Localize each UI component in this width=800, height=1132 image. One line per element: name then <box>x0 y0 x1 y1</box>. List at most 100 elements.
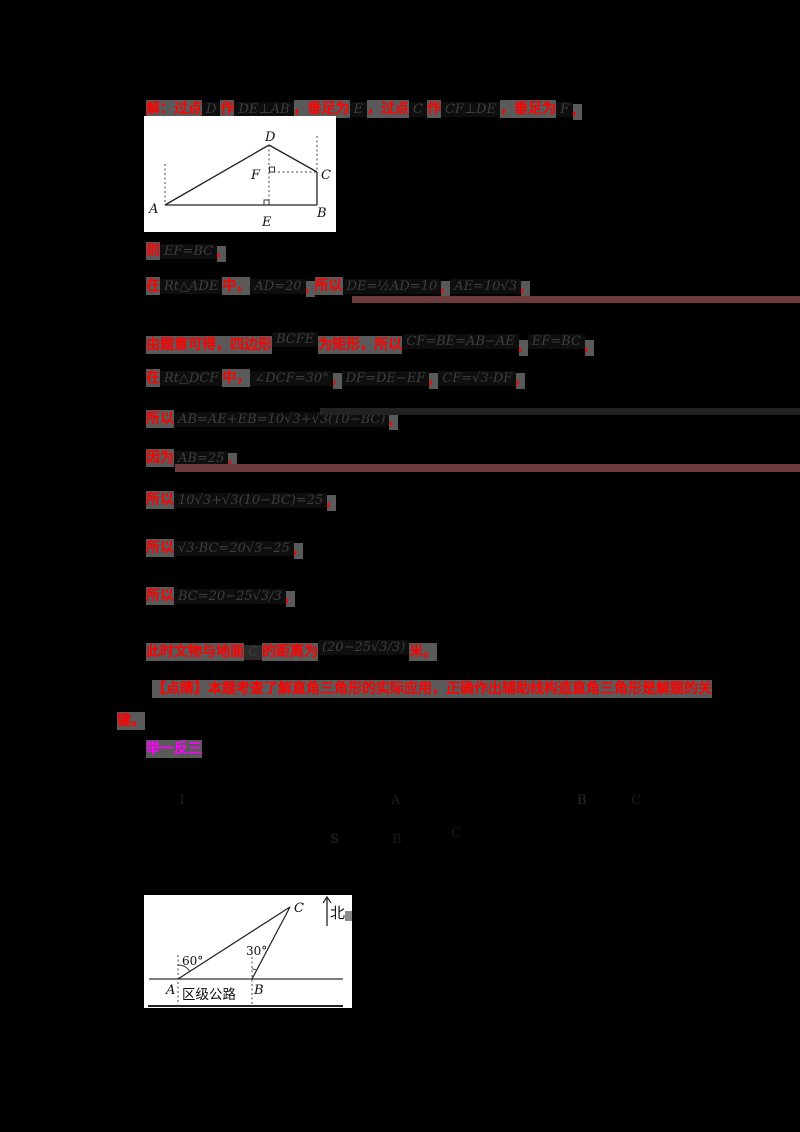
math-formula: AD=20 <box>250 279 306 294</box>
punctuation: ， <box>584 340 594 356</box>
math-formula: AE=10√3 <box>450 279 522 294</box>
red-text: ，垂足为 <box>500 100 557 118</box>
segment-ad <box>164 144 270 206</box>
red-text: ，过点 <box>367 100 410 118</box>
label-b: B <box>253 983 264 998</box>
math-formula: √3·BC=20√3−25 <box>174 541 294 556</box>
red-text: 所以 <box>146 491 174 509</box>
trapezoid-diagram-svg: D F C A E B <box>148 130 331 230</box>
angle-label-30: 30° <box>246 944 267 958</box>
figure-road-triangle-diagram: 北 60° 30° C A B 区级公路 <box>144 895 352 1008</box>
right-angle-mark-f <box>269 166 275 173</box>
punctuation: ， <box>429 373 439 389</box>
shade-bar <box>320 408 800 415</box>
section-label-magenta: 举一反三 <box>146 740 202 758</box>
red-text: 所以 <box>146 410 174 428</box>
math-formula: DF=DE−EF <box>341 371 430 386</box>
label-c: C <box>294 901 304 916</box>
label-f: F <box>250 168 261 183</box>
red-text: 中， <box>222 369 251 387</box>
comment-line-continued: 键。 <box>117 710 145 732</box>
angle-arc-b <box>251 968 257 971</box>
math-formula: 10√3+√3(10−BC)=25 <box>174 493 328 508</box>
highlight-bar <box>175 464 800 472</box>
math-formula: BCFE <box>272 332 319 347</box>
math-formula: C <box>244 645 262 660</box>
red-text: 此时文物与地面 <box>146 643 244 661</box>
road-label: 区级公路 <box>182 987 236 1003</box>
right-angle-mark-e <box>263 199 270 206</box>
segment-bc <box>251 906 291 980</box>
faint-mark: S <box>330 832 339 847</box>
red-text: 的距离为 <box>261 643 318 661</box>
solution-line-2: 则EF=BC， <box>146 240 227 262</box>
math-formula: AB=AE+EB=10√3+√3(10−BC) <box>174 412 390 427</box>
punctuation: ， <box>521 281 531 297</box>
math-formula: D <box>202 102 221 117</box>
math-formula: BC=20−25√3/3 <box>174 589 286 604</box>
punctuation: ， <box>228 453 238 469</box>
punctuation: ， <box>285 591 295 607</box>
math-formula: F <box>556 102 574 117</box>
red-text: 所以 <box>146 539 174 557</box>
solution-line-9: 所以√3·BC=20√3−25， <box>146 537 303 559</box>
red-text: 则 <box>146 242 160 260</box>
label-a: A <box>165 983 175 998</box>
red-text: 作 <box>426 100 441 118</box>
red-text: 作 <box>220 100 235 118</box>
math-formula: ∠DCF=30° <box>250 371 333 386</box>
comment-line: 【点睛】本题考查了解直角三角形的实际应用，正确作出辅助线构造直角三角形是解题的关 <box>152 678 712 700</box>
math-formula: C <box>409 102 427 117</box>
faint-mark: C <box>451 826 461 841</box>
punctuation: ， <box>441 281 451 297</box>
label-d: D <box>264 130 276 145</box>
faint-mark: 1 <box>178 793 187 808</box>
math-formula: AB=25 <box>174 451 229 466</box>
math-formula: DE⊥AB <box>234 102 294 117</box>
math-formula: Rt△DCF <box>160 371 223 386</box>
red-text: 中， <box>222 277 251 295</box>
faint-mark: B <box>392 832 402 847</box>
red-text: 在 <box>146 369 160 387</box>
math-formula: E <box>349 102 368 117</box>
angle-label-60: 60° <box>182 954 203 968</box>
punctuation: ， <box>332 373 342 389</box>
edge-artifact <box>345 911 352 921</box>
math-formula: Rt△ADE <box>160 279 223 294</box>
math-formula: DE=½AD=10 <box>342 279 442 294</box>
label-c: C <box>321 168 331 183</box>
red-text: 所以 <box>146 587 174 605</box>
comment-text: 【点睛】本题考查了解直角三角形的实际应用，正确作出辅助线构造直角三角形是解题的关 <box>152 680 712 698</box>
faint-mark: B <box>577 793 587 808</box>
label-b: B <box>316 206 327 221</box>
north-arrow-icon <box>322 895 332 926</box>
math-formula: CF=BE=AB−AE <box>402 334 519 349</box>
red-text: 由题意可得，四边形 <box>146 336 272 354</box>
label-a: A <box>148 202 158 217</box>
comment-text: 键。 <box>117 712 145 730</box>
punctuation: ， <box>305 281 315 297</box>
highlight-bar <box>352 296 800 303</box>
punctuation: ， <box>293 543 303 559</box>
math-formula: (20−25√3/3) <box>317 640 410 655</box>
faint-mark: C <box>631 793 641 808</box>
punctuation: ， <box>518 340 528 356</box>
punctuation: ， <box>389 414 399 430</box>
punctuation: ， <box>217 246 227 262</box>
solution-conclusion: 此时文物与地面 C 的距离为 (20−25√3/3) 米。 <box>146 637 438 661</box>
math-formula: EF=BC <box>160 244 218 259</box>
north-label: 北 <box>330 904 345 922</box>
punctuation: ， <box>516 373 526 389</box>
segment-dc <box>268 144 318 173</box>
punctuation: ， <box>573 104 583 120</box>
red-text: 所以 <box>314 277 343 295</box>
section-heading: 举一反三 <box>146 738 202 760</box>
road-triangle-diagram-svg: 北 60° 30° C A B 区级公路 <box>148 895 352 1007</box>
figure-trapezoid-diagram: D F C A E B <box>144 116 336 232</box>
